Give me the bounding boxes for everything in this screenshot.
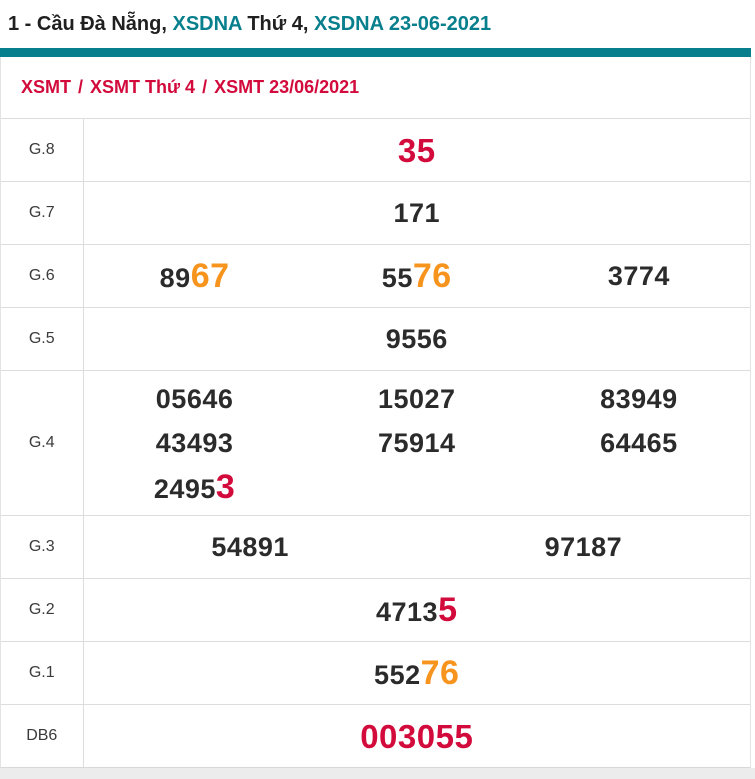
prize-number-line: 9556: [84, 308, 751, 370]
breadcrumb-item[interactable]: XSMT 23/06/2021: [214, 77, 360, 97]
breadcrumb-separator: /: [78, 77, 84, 97]
prize-values: 9556: [83, 308, 750, 371]
prize-number-line: 54891 97187: [84, 516, 751, 578]
prize-number-line: 8967 5576 3774: [84, 245, 751, 307]
prize-row-g3: G.3 54891 97187: [1, 515, 750, 579]
digits: 97187: [544, 531, 623, 562]
digits: 43493: [155, 427, 234, 458]
prize-label: G.3: [1, 515, 84, 579]
highlighted-digits: 35: [397, 131, 436, 169]
prize-label: DB6: [1, 704, 84, 767]
prize-number: 3774: [528, 260, 750, 291]
prize-number: 55276: [84, 656, 751, 690]
breadcrumb: XSMT / XSMT Thứ 4 / XSMT 23/06/2021: [1, 57, 750, 118]
prize-values: 8967 5576 3774: [83, 245, 750, 308]
digits: 83949: [600, 383, 678, 414]
prize-values: 003055: [83, 705, 750, 768]
digits: 54891: [211, 531, 289, 562]
prize-row-g7: G.7 171: [1, 181, 750, 245]
prize-label: G.2: [1, 578, 84, 642]
prize-row-db6: DB6 003055: [1, 704, 750, 768]
prize-number-line: 24953: [84, 465, 751, 509]
prize-number: 35: [84, 134, 751, 167]
prize-row-g8: G.8 35: [1, 118, 750, 182]
prize-number: 003055: [84, 720, 751, 753]
prize-number-line: 171: [84, 182, 751, 244]
prize-row-g2: G.2 47135: [1, 578, 750, 642]
highlighted-digits: 5: [438, 591, 458, 629]
digits: 9556: [385, 323, 448, 354]
prize-number: 24953: [84, 470, 306, 504]
digits: 64465: [600, 427, 678, 458]
highlighted-digits: 76: [412, 257, 452, 295]
title-text: Thứ 4,: [241, 13, 315, 35]
digits: 05646: [155, 383, 234, 414]
digits: 4713: [376, 597, 439, 627]
prize-number: 64465: [528, 427, 750, 458]
prize-row-g6: G.6 8967 5576 3774: [1, 244, 750, 308]
highlighted-digits: 3: [215, 468, 236, 506]
prize-label: G.5: [1, 307, 84, 371]
breadcrumb-separator: /: [202, 77, 208, 97]
prize-number: 54891: [84, 531, 417, 562]
prize-values: 55276: [83, 642, 750, 705]
prize-number: 47135: [84, 593, 751, 627]
prize-label: G.1: [1, 641, 84, 705]
prize-row-g1: G.1 55276: [1, 641, 750, 705]
prize-number-line: 05646 15027 83949: [84, 377, 751, 421]
prize-number: 8967: [84, 259, 306, 293]
prize-number-line: 55276: [84, 642, 751, 704]
highlighted-digits: 67: [190, 257, 230, 295]
prize-label: G.4: [1, 370, 84, 516]
results-card: XSMT / XSMT Thứ 4/XSMT 23/06/2021 G.8 35 G.7…: [0, 57, 751, 768]
digits: 15027: [377, 383, 456, 414]
prize-values: 54891 97187: [83, 516, 750, 579]
prize-values: 05646 15027 83949 43493 75914 64465 24953: [83, 371, 750, 516]
digits: 75914: [377, 427, 456, 458]
prize-number: 05646: [84, 383, 306, 414]
prize-number: 5576: [306, 259, 528, 293]
digits: 171: [393, 197, 441, 228]
digits: 89: [159, 263, 191, 293]
prize-number: 171: [84, 197, 751, 228]
title-text: 1 - Cầu Đà Nẵng,: [8, 13, 173, 35]
prize-number: 83949: [528, 383, 750, 414]
highlighted-digits: 003055: [360, 717, 474, 755]
prize-number-line: 003055: [84, 705, 751, 767]
page-title: 1 - Cầu Đà Nẵng, XSDNA Thứ 4, XSDNA 23-0…: [0, 0, 755, 48]
prize-number: 75914: [306, 427, 528, 458]
accent-bar: [0, 48, 751, 57]
digits: 3774: [607, 260, 670, 291]
digits: 55: [381, 263, 413, 293]
title-link[interactable]: XSDNA: [172, 13, 242, 35]
results-table: G.8 35 G.7 171 G.6 8967 5576 3774 G.5 9556 G.4 0564…: [1, 118, 750, 767]
prize-number: 43493: [84, 427, 306, 458]
prize-label: G.7: [1, 181, 84, 245]
prize-row-g5: G.5 9556: [1, 307, 750, 371]
prize-values: 171: [83, 182, 750, 245]
prize-values: 35: [83, 119, 750, 182]
prize-label: G.6: [1, 244, 84, 308]
prize-values: 47135: [83, 579, 750, 642]
prize-number-line: 43493 75914 64465: [84, 421, 751, 465]
prize-number: 9556: [84, 323, 751, 354]
prize-number: 15027: [306, 383, 528, 414]
highlighted-digits: 76: [420, 654, 460, 692]
breadcrumb-item[interactable]: XSMT: [21, 77, 72, 97]
results-table-body: G.8 35 G.7 171 G.6 8967 5576 3774 G.5 9556 G.4 0564…: [1, 118, 750, 768]
page-bottom-strip: [0, 768, 755, 779]
digits: 2495: [153, 474, 216, 504]
prize-number-line: 35: [84, 119, 751, 181]
prize-number-line: 47135: [84, 579, 751, 641]
digits: 552: [374, 660, 421, 690]
prize-number: 97187: [417, 531, 750, 562]
breadcrumb-item[interactable]: XSMT Thứ 4: [90, 77, 196, 97]
title-link[interactable]: XSDNA 23-06-2021: [314, 13, 492, 35]
prize-label: G.8: [1, 118, 84, 182]
prize-row-g4: G.4 05646 15027 83949 43493 75914 64465 24953: [1, 370, 750, 516]
